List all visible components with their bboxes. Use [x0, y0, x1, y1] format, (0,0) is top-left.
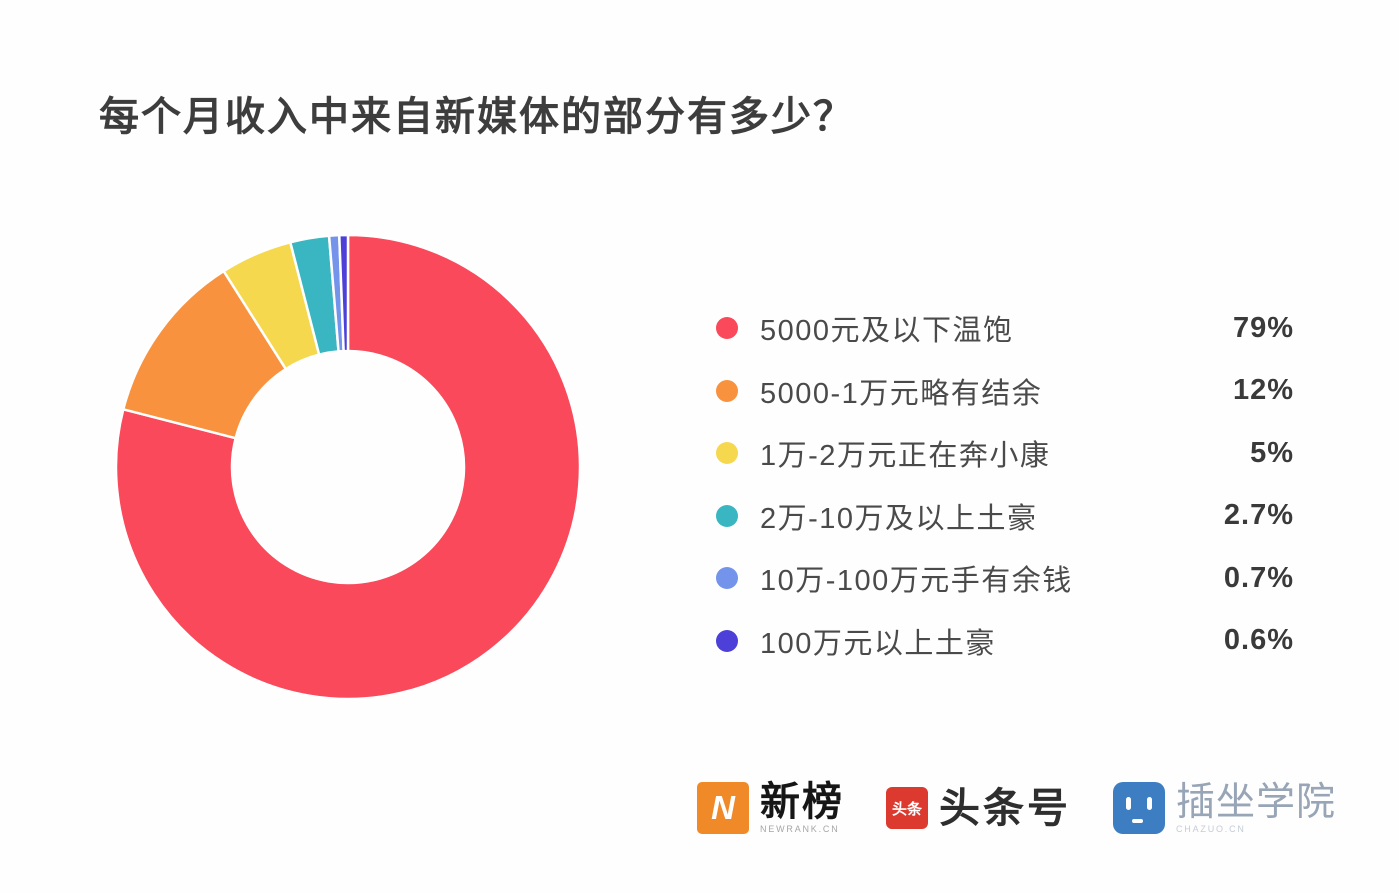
legend-value: 5%: [1250, 436, 1294, 469]
chazuo-face-eye-right: [1147, 797, 1152, 810]
chart-legend: 5000元及以下温饱 79% 5000-1万元略有结余 12% 1万-2万元正在…: [716, 297, 1294, 672]
legend-value: 79%: [1232, 311, 1294, 344]
chazuo-logo-icon: [1113, 782, 1165, 834]
legend-label: 5000元及以下温饱: [760, 315, 1014, 348]
chazuo-face-mouth: [1132, 819, 1143, 823]
legend-dot: [716, 317, 738, 340]
legend-row: 100万元以上土豪 0.6%: [716, 610, 1294, 673]
legend-dot: [716, 379, 738, 402]
newrank-brand: N 新榜 NEWRANK.CN: [697, 782, 844, 834]
chazuo-brand: 插坐学院 CHAZUO.CN: [1113, 782, 1336, 834]
legend-dot: [716, 504, 738, 527]
toutiao-logo-icon: 头条: [886, 787, 928, 829]
chazuo-face-eye-left: [1126, 797, 1131, 810]
legend-row: 5000元及以下温饱 79%: [716, 297, 1294, 360]
legend-label: 1万-2万元正在奔小康: [760, 440, 1051, 473]
newrank-logo-icon: N: [697, 782, 749, 834]
legend-value: 0.6%: [1223, 624, 1294, 657]
legend-row: 1万-2万元正在奔小康 5%: [716, 422, 1294, 485]
legend-value: 0.7%: [1223, 561, 1294, 594]
legend-label: 5000-1万元略有结余: [760, 377, 1043, 410]
footer-brand-logos: N 新榜 NEWRANK.CN 头条 头条号 插坐学院 CHAZUO.CN: [697, 772, 1336, 844]
legend-row: 5000-1万元略有结余 12%: [716, 360, 1294, 423]
donut-segment-0: [114, 233, 582, 701]
legend-row: 10万-100万元手有余钱 0.7%: [716, 547, 1294, 610]
legend-label: 2万-10万及以上土豪: [760, 502, 1038, 535]
legend-dot: [716, 567, 738, 590]
legend-value: 2.7%: [1223, 499, 1294, 532]
legend-label: 10万-100万元手有余钱: [760, 565, 1073, 598]
legend-row: 2万-10万及以上土豪 2.7%: [716, 485, 1294, 548]
toutiao-brand: 头条 头条号: [886, 787, 1071, 829]
newrank-logo-name: 新榜: [760, 780, 844, 824]
legend-dot: [716, 442, 738, 465]
legend-label: 100万元以上土豪: [760, 627, 996, 660]
chazuo-logo-caption: CHAZUO.CN: [1176, 823, 1246, 834]
legend-dot: [716, 629, 738, 652]
toutiao-logo-name: 头条号: [939, 784, 1071, 831]
chazuo-logo-name: 插坐学院: [1176, 780, 1337, 824]
donut-chart-svg: [114, 233, 582, 701]
page-title: 每个月收入中来自新媒体的部分有多少？: [99, 95, 855, 139]
donut-segment-5: [337, 233, 350, 353]
legend-value: 12%: [1232, 374, 1294, 407]
newrank-logo-caption: NEWRANK.CN: [760, 824, 840, 834]
donut-chart: [108, 227, 588, 707]
